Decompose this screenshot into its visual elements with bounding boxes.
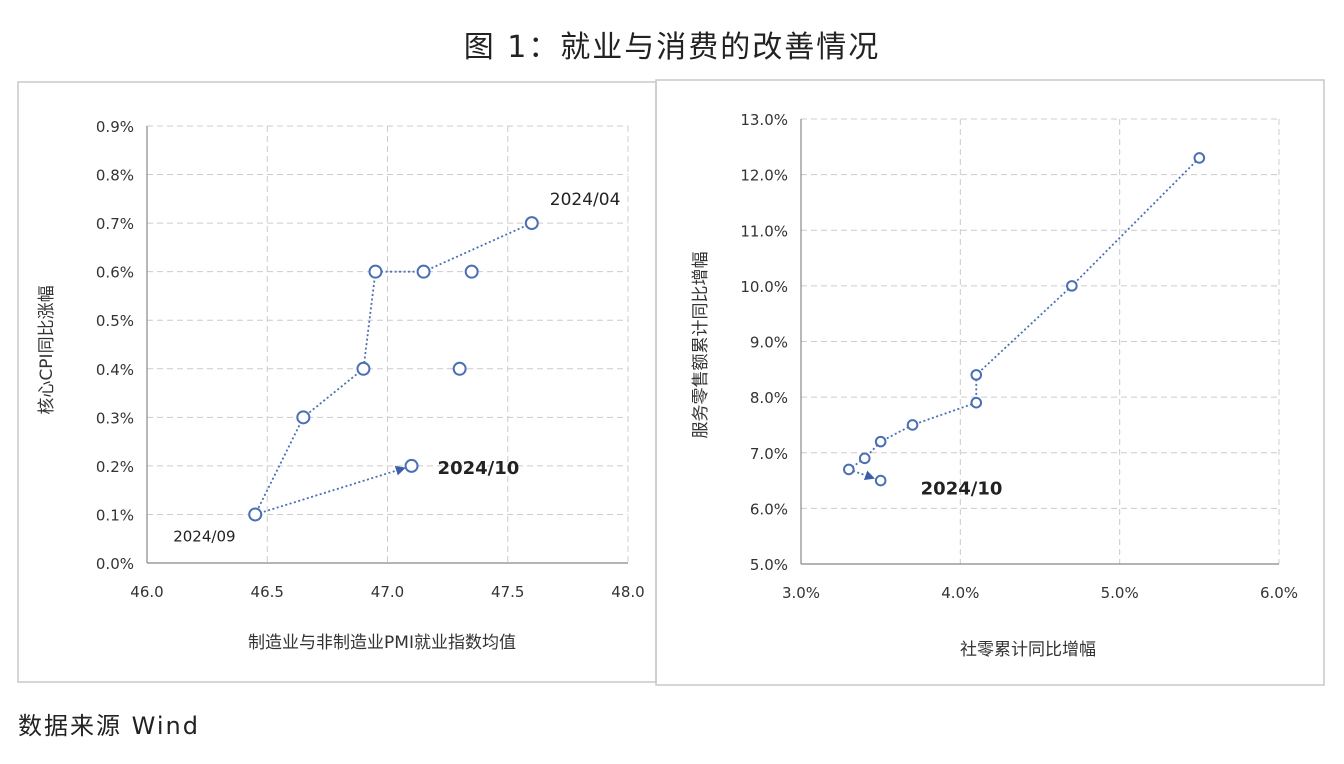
left-series-segment	[254, 465, 406, 516]
right-y-tick-label: 13.0%	[740, 111, 788, 129]
right-data-point	[874, 435, 887, 448]
right-x-tick-label: 4.0%	[941, 584, 979, 602]
figure-title: 图 1：就业与消费的改善情况	[463, 30, 881, 65]
right-y-tick-label: 8.0%	[750, 389, 788, 407]
right-data-point	[970, 369, 983, 381]
right-y-tick-label: 6.0%	[750, 500, 788, 518]
left-data-point	[524, 216, 539, 231]
left-data-point	[296, 410, 311, 425]
left-series-segment	[254, 416, 305, 515]
right-series-segment	[1071, 157, 1200, 287]
left-series-segment	[302, 368, 365, 419]
right-x-tick-label: 3.0%	[782, 584, 820, 602]
left-y-tick-label: 0.7%	[96, 215, 134, 233]
left-data-point	[356, 361, 371, 376]
left-x-tick-label: 46.0	[130, 583, 163, 601]
right-y-tick-label: 9.0%	[750, 334, 788, 352]
right-y-axis-label: 服务零售额累计同比增幅	[691, 252, 711, 439]
right-panel-frame	[655, 79, 1325, 686]
data-source: 数据来源 Wind	[18, 712, 200, 740]
left-series-segment	[423, 222, 533, 273]
right-series-segment	[848, 457, 866, 471]
right-y-tick-label: 10.0%	[740, 278, 788, 296]
right-y-tick-label: 5.0%	[750, 556, 788, 574]
right-series-segment	[880, 424, 913, 443]
left-y-tick-label: 0.6%	[96, 264, 134, 282]
right-x-tick-label: 6.0%	[1260, 584, 1298, 602]
left-y-tick-label: 0.4%	[96, 361, 134, 379]
left-x-tick-label: 47.0	[371, 583, 404, 601]
right-y-tick-label: 11.0%	[740, 222, 788, 240]
left-x-tick-label: 47.5	[491, 583, 524, 601]
left-y-tick-label: 0.9%	[96, 118, 134, 136]
left-y-tick-label: 0.2%	[96, 458, 134, 476]
left-y-tick-label: 0.3%	[96, 409, 134, 427]
left-x-axis-label: 制造业与非制造业PMI就业指数均值	[248, 633, 516, 653]
right-data-point	[906, 419, 919, 431]
left-y-tick-label: 0.5%	[96, 312, 134, 330]
right-data-point	[858, 452, 871, 465]
left-annotation-label: 2024/09	[173, 527, 235, 545]
right-y-tick-label: 12.0%	[740, 167, 788, 185]
left-x-tick-label: 48.0	[611, 583, 644, 601]
left-data-point	[248, 507, 263, 522]
left-data-point	[368, 264, 383, 279]
right-x-tick-label: 5.0%	[1101, 584, 1139, 602]
left-data-point	[404, 458, 419, 473]
right-x-axis-label: 社零累计同比增幅	[960, 640, 1096, 660]
right-data-point	[843, 463, 855, 476]
right-y-tick-label: 7.0%	[750, 445, 788, 463]
left-y-tick-label: 0.0%	[96, 555, 134, 573]
right-series-segment	[975, 285, 1073, 376]
left-annotation-label: 2024/10	[438, 458, 520, 479]
left-data-point	[464, 264, 479, 279]
right-data-point	[874, 474, 887, 487]
left-y-axis-label: 核心CPI同比涨幅	[37, 285, 57, 414]
left-annotation-label: 2024/04	[550, 190, 621, 210]
right-data-point	[1193, 152, 1206, 164]
left-data-point	[452, 361, 467, 376]
right-data-point	[1066, 280, 1078, 292]
left-series-segment	[362, 271, 377, 369]
right-annotation-label: 2024/10	[921, 479, 1003, 500]
left-y-tick-label: 0.8%	[96, 167, 134, 185]
left-data-point	[416, 264, 431, 279]
left-y-tick-label: 0.1%	[96, 506, 134, 524]
right-series-segment	[912, 401, 977, 426]
left-x-tick-label: 46.5	[251, 583, 284, 601]
right-data-point	[970, 396, 983, 409]
